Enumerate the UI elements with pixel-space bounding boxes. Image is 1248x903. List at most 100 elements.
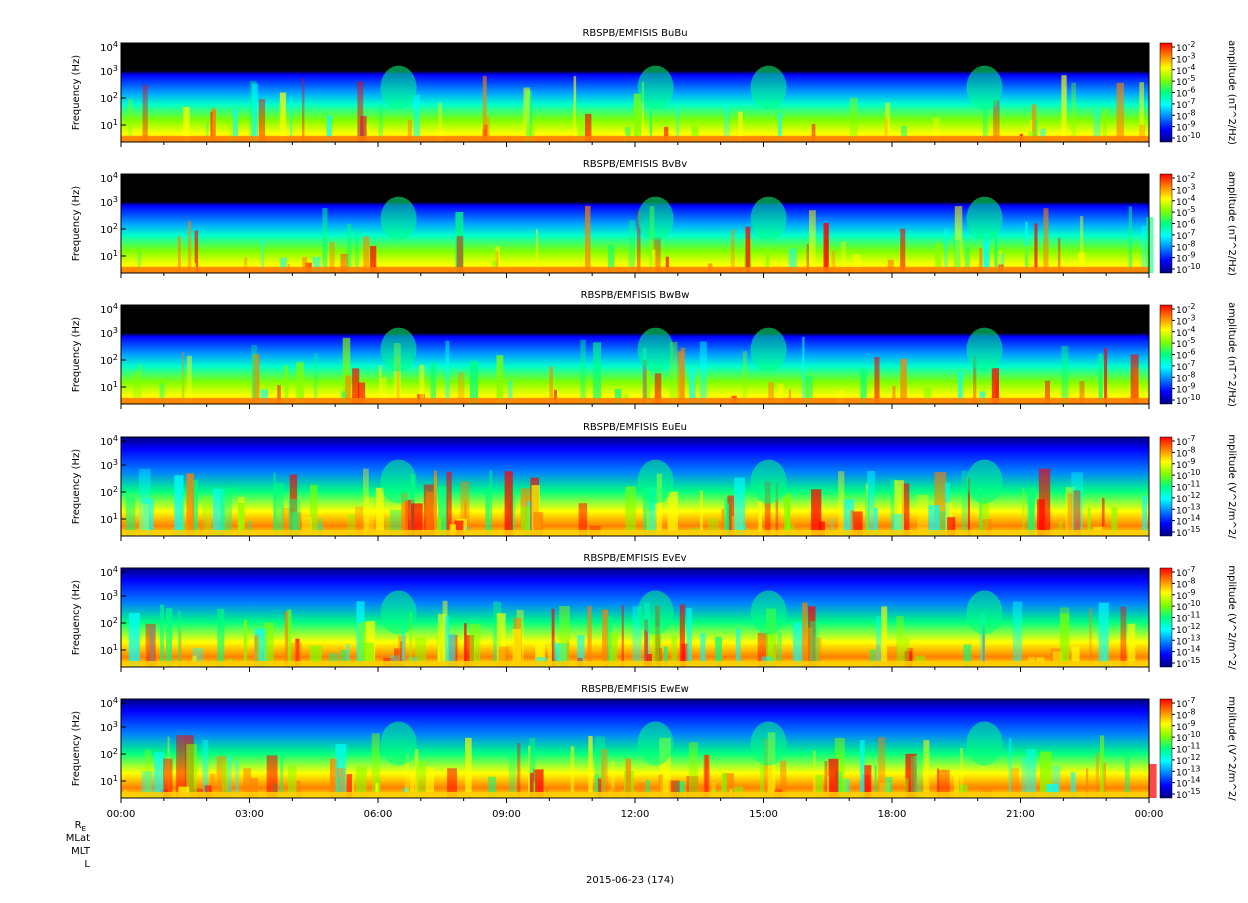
y-tick-label: 103: [100, 720, 118, 734]
colorbar-tick-label: 10-10: [1176, 468, 1201, 482]
spectrogram-burst: [838, 471, 845, 536]
re-label-text: R: [74, 820, 82, 831]
colorbar-tick-label: 10-3: [1176, 51, 1195, 65]
spectrogram-burst: [447, 768, 457, 798]
spectrogram-burst: [551, 608, 555, 667]
spectrogram-burst: [336, 768, 346, 798]
spectrogram-emission: [966, 721, 1003, 766]
spectrogram-burst: [302, 257, 308, 273]
colorbar-tick-label: 10-2: [1176, 171, 1195, 185]
spectrogram-burst: [393, 343, 401, 404]
spectrogram-burst: [292, 512, 297, 536]
spectrogram-burst: [194, 230, 199, 273]
spectrogram-burst: [1034, 223, 1038, 273]
spectrogram-burst: [425, 767, 434, 798]
colorbar-tick-label: 10-2: [1176, 302, 1195, 316]
spectrogram-burst: [469, 623, 481, 667]
spectrogram-burst: [1079, 215, 1084, 273]
spectrogram-burst: [430, 363, 436, 404]
spectrogram-burst: [529, 772, 534, 798]
spectrogram-burst: [1141, 225, 1147, 273]
spectrogram-burst: [1034, 119, 1039, 142]
spectrogram-burst: [885, 102, 891, 142]
y-tick-label: 104: [100, 302, 118, 316]
spectrogram-burst: [936, 768, 939, 798]
spectrogram-burst: [659, 737, 671, 798]
y-tick-label: 104: [100, 171, 118, 185]
spectrogram-burst: [704, 754, 709, 798]
spectrogram-burst: [637, 211, 641, 273]
colorbar-tick-label: 10-12: [1176, 491, 1201, 505]
spectrogram-burst: [892, 514, 903, 536]
spectrogram-burst: [738, 111, 743, 142]
spectrogram-burst: [939, 510, 946, 536]
spectrogram-burst: [375, 487, 384, 536]
spectrogram-burst: [655, 605, 660, 667]
spectrogram-burst: [1052, 766, 1061, 798]
spectrogram-burst: [1086, 768, 1089, 798]
spectrogram-burst: [280, 751, 284, 798]
colorbar-tick-label: 10-9: [1176, 251, 1195, 265]
spectrogram-burst: [652, 237, 661, 273]
spectrogram-burst: [445, 340, 450, 404]
spectrogram-burst: [614, 389, 622, 404]
spectrogram-burst: [745, 226, 751, 273]
spectrogram-burst: [319, 518, 322, 536]
spectrogram-burst: [138, 252, 141, 273]
spectrogram-burst: [1046, 784, 1059, 798]
spectrogram-burst: [1061, 75, 1067, 142]
spectrogram-burst: [138, 468, 151, 536]
spectrogram-burst: [887, 259, 894, 273]
spectrogram-burst: [279, 92, 286, 142]
spectrogram-burst: [1071, 472, 1083, 536]
spectrogram-burst: [965, 247, 970, 273]
spectrogram-burst: [881, 606, 888, 667]
spectrogram-burst: [691, 114, 694, 142]
re-label: RE: [75, 820, 86, 833]
spectrogram-burst: [495, 246, 500, 273]
spectrogram-burst: [587, 606, 592, 667]
spectrogram-burst: [667, 491, 678, 536]
spectrogram-burst: [163, 758, 173, 798]
spectrogram-burst: [991, 368, 999, 404]
spectrogram-burst: [967, 477, 970, 536]
spectrogram-burst: [380, 377, 387, 404]
spectrogram-burst: [838, 390, 844, 404]
spectrogram-burst: [960, 747, 964, 798]
spectrogram-burst: [186, 744, 197, 798]
spectrogram-burst: [284, 365, 289, 404]
spectrogram-burst: [254, 634, 259, 667]
spectrogram-burst: [911, 755, 923, 798]
colorbar-label: mplitude (V^2/m^2/: [1226, 434, 1237, 539]
panel-title: RBSPB/EMFISIS BvBv: [583, 159, 687, 170]
spectrogram-burst: [742, 351, 748, 404]
spectrogram-burst: [656, 473, 663, 536]
spectrogram-burst: [220, 487, 233, 536]
spectrogram-emission: [750, 65, 787, 110]
spectrogram-burst: [793, 622, 803, 667]
spectrogram-burst: [845, 779, 851, 798]
spectrogram-burst: [573, 76, 577, 142]
spectrogram-burst: [900, 228, 906, 273]
spectrogram-burst: [378, 103, 384, 142]
y-axis-label: Frequency (Hz): [71, 55, 82, 131]
spectrogram-burst: [570, 746, 575, 798]
spectrogram-burst: [486, 116, 490, 142]
y-axis-label: Frequency (Hz): [71, 186, 82, 262]
colorbar-tick-label: 10-7: [1176, 434, 1195, 448]
spectrogram-burst: [296, 780, 301, 798]
colorbar-label: mplitude (V^2/m^2/: [1226, 565, 1237, 670]
spectrogram-burst: [874, 507, 878, 536]
spectrogram-emission: [380, 196, 417, 241]
spectrogram-emission: [637, 65, 674, 110]
spectrogram-burst: [329, 241, 335, 273]
colorbar-tick-label: 10-11: [1176, 742, 1201, 756]
spectrogram-burst: [549, 366, 553, 404]
spectrogram-burst: [1040, 751, 1052, 798]
spectrogram-burst: [983, 233, 990, 273]
colorbar-tick-label: 10-2: [1176, 40, 1195, 54]
colorbar-tick-label: 10-14: [1176, 645, 1201, 659]
spectrogram-burst: [1012, 601, 1023, 667]
spectrogram-burst: [778, 112, 782, 142]
spectrogram-burst: [363, 468, 369, 536]
